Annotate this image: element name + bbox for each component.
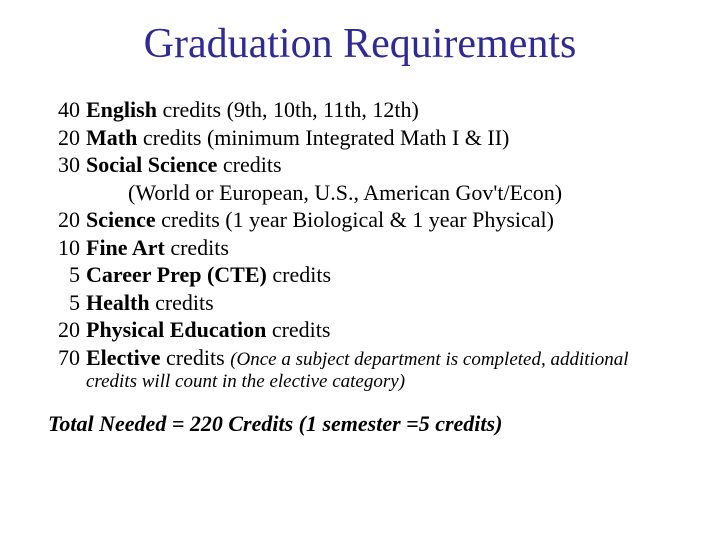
requirement-text: Social Science credits <box>86 151 282 179</box>
requirement-row: 20Science credits (1 year Biological & 1… <box>48 206 672 234</box>
requirement-suffix: credits <box>161 345 231 370</box>
subject-name: Career Prep (CTE) <box>86 262 267 287</box>
credit-count: 5 <box>48 261 86 289</box>
requirement-suffix: credits (minimum Integrated Math I & II) <box>137 125 509 150</box>
requirement-suffix: credits <box>150 290 214 315</box>
requirement-text: Career Prep (CTE) credits <box>86 261 331 289</box>
subject-name: Math <box>86 125 137 150</box>
credit-count: 10 <box>48 234 86 262</box>
requirement-text: Math credits (minimum Integrated Math I … <box>86 124 509 152</box>
requirement-text: English credits (9th, 10th, 11th, 12th) <box>86 96 419 124</box>
slide: Graduation Requirements 40English credit… <box>0 0 720 437</box>
requirement-row: 70Elective credits (Once a subject depar… <box>48 344 672 372</box>
requirement-suffix: credits <box>267 262 331 287</box>
requirement-row: 20Physical Education credits <box>48 316 672 344</box>
requirement-text: Science credits (1 year Biological & 1 y… <box>86 206 554 234</box>
requirements-list: 40English credits (9th, 10th, 11th, 12th… <box>48 96 672 393</box>
subject-name: Physical Education <box>86 317 266 342</box>
requirement-row: 40English credits (9th, 10th, 11th, 12th… <box>48 96 672 124</box>
credit-count: 20 <box>48 206 86 234</box>
requirement-note: credits will count in the elective categ… <box>48 371 672 393</box>
requirement-row: 10Fine Art credits <box>48 234 672 262</box>
credit-count: 40 <box>48 96 86 124</box>
credit-count: 30 <box>48 151 86 179</box>
requirement-suffix: credits (9th, 10th, 11th, 12th) <box>157 97 419 122</box>
requirement-suffix: credits <box>266 317 330 342</box>
requirement-row: 5 Career Prep (CTE) credits <box>48 261 672 289</box>
requirement-suffix: credits <box>165 235 229 260</box>
total-credits: Total Needed = 220 Credits (1 semester =… <box>48 411 672 437</box>
requirement-text: Elective credits (Once a subject departm… <box>86 344 629 372</box>
subject-name: Health <box>86 290 150 315</box>
credit-count: 5 <box>48 289 86 317</box>
credit-count: 20 <box>48 316 86 344</box>
subject-name: Fine Art <box>86 235 165 260</box>
requirement-text: Fine Art credits <box>86 234 229 262</box>
subject-name: English <box>86 97 157 122</box>
requirement-suffix: credits (1 year Biological & 1 year Phys… <box>156 207 554 232</box>
subject-name: Social Science <box>86 152 217 177</box>
requirement-row: 30Social Science credits <box>48 151 672 179</box>
requirement-detail: (World or European, U.S., American Gov't… <box>48 179 672 207</box>
requirement-suffix: credits <box>217 152 281 177</box>
subject-name: Elective <box>86 345 161 370</box>
requirement-note: (Once a subject department is completed,… <box>230 349 628 370</box>
credit-count: 70 <box>48 344 86 372</box>
requirement-text: Physical Education credits <box>86 316 330 344</box>
slide-title: Graduation Requirements <box>48 20 672 68</box>
requirement-row: 5 Health credits <box>48 289 672 317</box>
requirement-row: 20Math credits (minimum Integrated Math … <box>48 124 672 152</box>
requirement-text: Health credits <box>86 289 214 317</box>
subject-name: Science <box>86 207 156 232</box>
credit-count: 20 <box>48 124 86 152</box>
